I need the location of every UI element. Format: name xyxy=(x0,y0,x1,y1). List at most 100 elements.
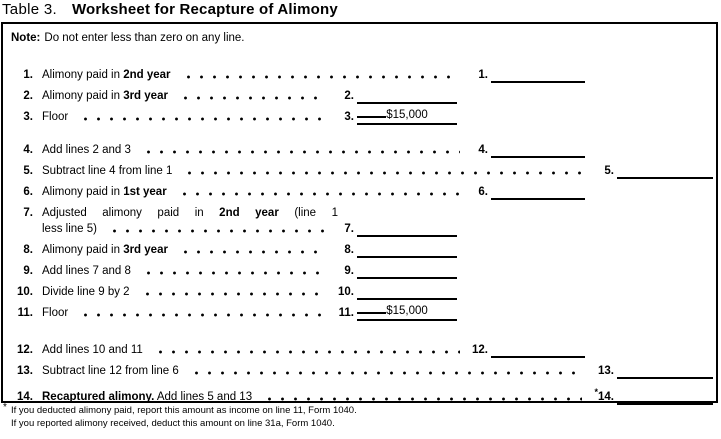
entry-number: 11. xyxy=(338,307,354,319)
worksheet-box: Note: Do not enter less than zero on any … xyxy=(1,22,718,405)
entry-asterisk: * xyxy=(594,387,598,397)
row-number: 5. xyxy=(23,165,33,177)
dot-leader xyxy=(151,348,460,356)
row-label-bold: 1st year xyxy=(123,186,167,198)
row-label-text: Floor xyxy=(42,111,69,123)
entry-line-4[interactable] xyxy=(491,143,585,158)
entry-line-7[interactable] xyxy=(357,222,457,237)
row-label-text: Alimony paid in xyxy=(42,69,124,81)
worksheet-row-13: 13. Subtract line 12 from line 6 13. xyxy=(11,364,713,379)
entry-8: 8. xyxy=(330,243,457,258)
worksheet-row-3: 3. Floor 3. $15,000 xyxy=(11,109,713,125)
entry-7: 7. xyxy=(330,222,457,237)
entry-9: 9. xyxy=(330,264,457,279)
dot-leader xyxy=(175,190,460,198)
worksheet-row-11: 11. Floor 11. $15,000 xyxy=(11,305,713,321)
row-label: Subtract line 12 from line 6 xyxy=(42,364,179,379)
row-label-text: Alimony paid in xyxy=(42,244,124,256)
row-label-text: Adjusted alimony paid in xyxy=(42,207,220,219)
row-line-1: 7. Adjusted alimony paid in 2nd year (lin… xyxy=(11,206,713,221)
entry-line-segment xyxy=(357,312,386,314)
entry-3: 3. $15,000 xyxy=(330,109,457,125)
entry-number: *14. xyxy=(594,387,614,403)
dot-leader xyxy=(77,311,324,319)
row-label-continued: less line 5) xyxy=(42,223,97,235)
entry-line-6[interactable] xyxy=(491,185,585,200)
dot-leader xyxy=(261,394,582,403)
entry-line-5[interactable] xyxy=(617,164,713,179)
row-label: Floor xyxy=(42,110,68,125)
row-label: Divide line 9 by 2 xyxy=(42,285,130,300)
row-number: 10. xyxy=(17,286,33,298)
row-label: Alimony paid in 3rd year xyxy=(42,243,168,258)
row-label: Alimony paid in 2nd year xyxy=(42,68,171,83)
row-label-bold: 2nd year xyxy=(123,69,171,81)
row-number: 13. xyxy=(17,365,33,377)
entry-line-8[interactable] xyxy=(357,243,457,258)
worksheet-row-7: 7. Adjusted alimony paid in 2nd year (lin… xyxy=(11,206,713,237)
footnote-line-1: If you deducted alimony paid, report thi… xyxy=(11,405,357,416)
entry-line-3: $15,000 xyxy=(357,109,457,125)
entry-line-12[interactable] xyxy=(491,343,585,358)
entry-line-13[interactable] xyxy=(617,364,713,379)
entry-line-segment xyxy=(357,116,386,118)
row-label: Add lines 2 and 3 xyxy=(42,143,131,158)
row-label: Subtract line 4 from line 1 xyxy=(42,164,172,179)
entry-1: 1. xyxy=(466,68,585,83)
entry-number: 3. xyxy=(344,111,354,123)
dot-leader xyxy=(176,248,324,256)
entry-line-14[interactable] xyxy=(617,390,713,405)
row-label-text: Add lines 5 and 13 xyxy=(154,390,253,403)
row-label-text: Subtract line 12 from line 6 xyxy=(42,365,179,377)
row-label: Alimony paid in 3rd year xyxy=(42,89,168,104)
row-label-text: Add lines 2 and 3 xyxy=(42,144,131,156)
row-label-text: Subtract line 4 from line 1 xyxy=(42,165,173,177)
page-title: Table 3. Worksheet for Recapture of Alimo… xyxy=(2,1,338,18)
note-text: Do not enter less than zero on any line. xyxy=(44,32,245,44)
entry-line-2[interactable] xyxy=(357,89,457,104)
row-number: 14. xyxy=(17,390,33,403)
worksheet-row-10: 10. Divide line 9 by 2 10. xyxy=(11,285,713,300)
worksheet-row-5: 5. Subtract line 4 from line 1 5. xyxy=(11,164,713,179)
entry-14: *14. xyxy=(588,385,713,405)
entry-number: 5. xyxy=(604,165,614,177)
table-number: Table 3. xyxy=(2,1,57,18)
row-label: Floor xyxy=(42,306,68,321)
entry-line-10[interactable] xyxy=(357,285,457,300)
row-number: 3. xyxy=(23,111,33,123)
entry-number: 7. xyxy=(344,223,354,235)
note-line: Note: Do not enter less than zero on any … xyxy=(11,31,713,46)
entry-line-9[interactable] xyxy=(357,264,457,279)
row-number: 6. xyxy=(23,186,33,198)
row-number: 9. xyxy=(23,265,33,277)
row-label-bold: 3rd year xyxy=(123,90,168,102)
dot-leader xyxy=(179,73,460,81)
row-label-bold: 2nd year xyxy=(219,207,279,219)
worksheet-row-4: 4. Add lines 2 and 3 4. xyxy=(11,143,713,158)
row-label-text: Add lines 10 and 11 xyxy=(42,344,143,356)
footnote-line-2: If you reported alimony received, deduct… xyxy=(11,418,335,429)
dot-leader xyxy=(187,369,582,377)
entry-line-1[interactable] xyxy=(491,68,585,83)
dot-leader xyxy=(105,227,324,235)
entry-value: $15,000 xyxy=(386,305,428,317)
entry-12: 12. xyxy=(466,343,585,358)
entry-value: $15,000 xyxy=(386,109,428,121)
row-number: 4. xyxy=(23,144,33,156)
worksheet-rows: 1. Alimony paid in 2nd year 1. 2. Alimony pa… xyxy=(11,68,713,405)
entry-number: 10. xyxy=(338,286,354,298)
row-label: Add lines 7 and 8 xyxy=(42,264,131,279)
row-label-text: Divide line 9 by 2 xyxy=(42,286,130,298)
dot-leader xyxy=(139,148,460,156)
entry-number: 13. xyxy=(598,365,614,377)
row-label-text: Alimony paid in xyxy=(42,186,124,198)
row-label: Recaptured alimony. Add lines 5 and 13 xyxy=(42,390,252,405)
worksheet-row-2: 2. Alimony paid in 3rd year 2. xyxy=(11,89,713,104)
footnote: * If you deducted alimony paid, report t… xyxy=(2,402,357,430)
entry-4: 4. xyxy=(466,143,585,158)
entry-number: 1. xyxy=(478,69,488,81)
entry-number: 12. xyxy=(472,344,488,356)
entry-number: 9. xyxy=(344,265,354,277)
worksheet-row-14: 14. Recaptured alimony. Add lines 5 and 1… xyxy=(11,385,713,405)
